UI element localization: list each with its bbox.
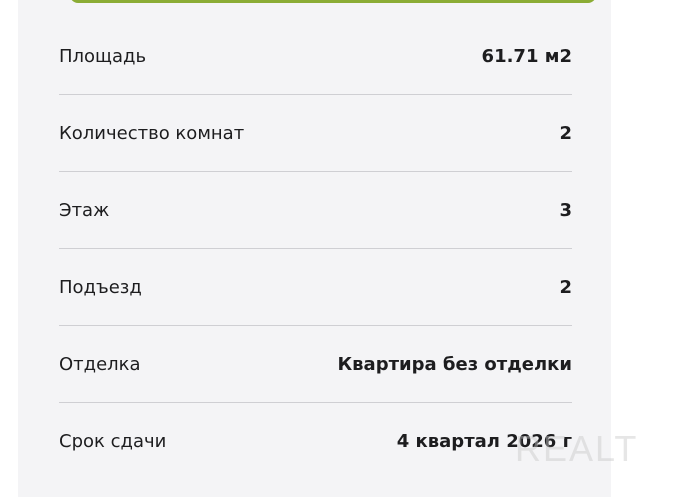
property-value: 4 квартал 2026 г (396, 431, 572, 452)
property-label: Срок сдачи (59, 431, 167, 452)
property-value: 2 (559, 122, 572, 144)
property-list: Площадь 61.71 м2 Количество комнат 2 Эта… (59, 18, 572, 480)
property-label: Количество комнат (59, 122, 245, 144)
property-row-finishing: Отделка Квартира без отделки (59, 326, 572, 403)
property-label: Площадь (59, 45, 147, 67)
property-row-floor: Этаж 3 (59, 172, 572, 249)
property-value: 2 (559, 276, 572, 298)
property-row-entrance: Подъезд 2 (59, 249, 572, 326)
property-value: 3 (559, 199, 572, 221)
property-label: Подъезд (59, 276, 142, 298)
property-row-area: Площадь 61.71 м2 (59, 18, 572, 95)
realt-watermark: REALT (515, 428, 639, 469)
property-label: Отделка (59, 353, 141, 375)
property-row-completion: Срок сдачи 4 квартал 2026 г (59, 403, 572, 480)
property-row-rooms: Количество комнат 2 (59, 95, 572, 172)
property-value: 61.71 м2 (481, 45, 572, 67)
property-label: Этаж (59, 199, 110, 221)
image-bottom-edge (70, 0, 596, 3)
property-value: Квартира без отделки (337, 353, 572, 375)
